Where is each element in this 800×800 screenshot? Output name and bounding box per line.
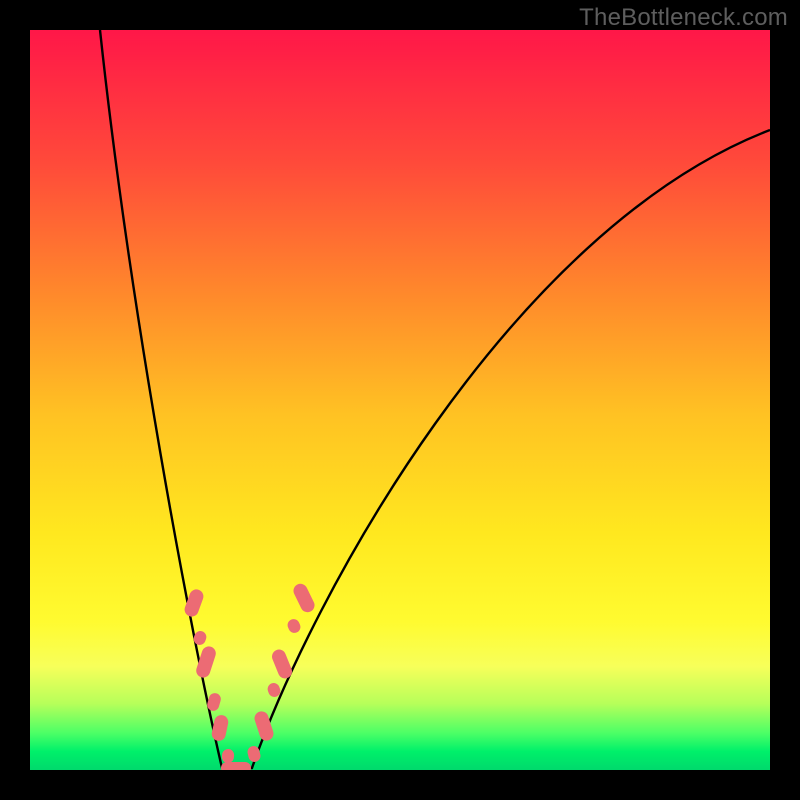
data-marker [221, 762, 251, 770]
plot-svg [30, 30, 770, 770]
gradient-background [30, 30, 770, 770]
chart-container: TheBottleneck.com [0, 0, 800, 800]
plot-area [30, 30, 770, 770]
watermark-text: TheBottleneck.com [579, 4, 788, 32]
